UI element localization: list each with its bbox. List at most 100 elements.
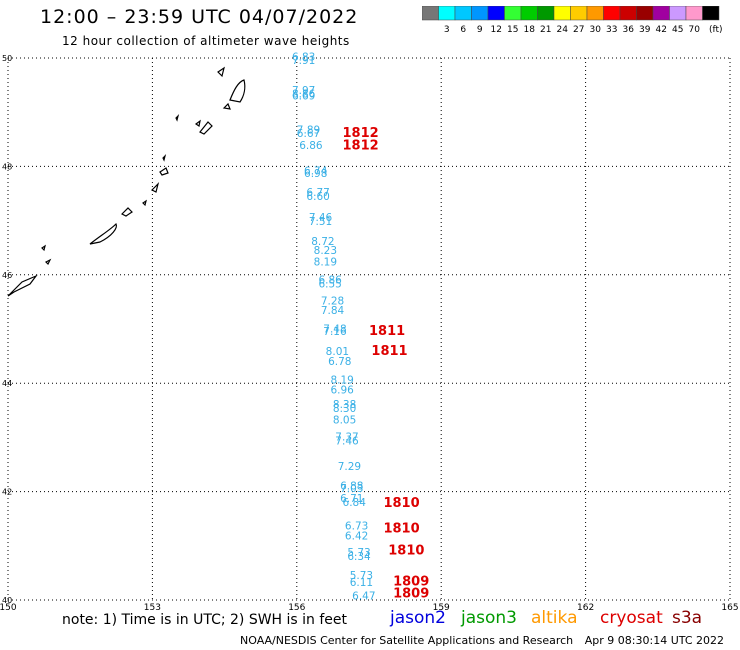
pass-time-label: 1812: [343, 126, 379, 141]
coastline: [7, 66, 246, 297]
wave-height-value: 6.60: [306, 191, 329, 203]
pass-time-label: 1810: [383, 496, 419, 511]
wave-height-value: 8.72: [311, 236, 334, 248]
units-note: note: 1) Time is in UTC; 2) SWH is in fe…: [62, 612, 348, 628]
lon-tick-label: 162: [577, 603, 594, 613]
lat-tick-label: 50: [2, 54, 12, 63]
wave-height-color-legend: 3 6 9 12 15 18 21 24 27 30 33 36 39 42 45 70 (ft): [422, 6, 723, 35]
wave-height-value: 8.01: [326, 346, 349, 358]
wave-height-value: 6.86: [299, 140, 323, 152]
legend-tick-label: 18: [524, 25, 536, 35]
legend-swatch: [702, 6, 720, 21]
wave-height-value: 8.23: [314, 245, 337, 257]
wave-height-value: 5.73: [347, 547, 370, 559]
legend-tick-label: 45: [672, 25, 683, 35]
wave-height-value: 7.46: [309, 212, 333, 224]
wave-height-value: 6.71: [340, 493, 363, 505]
wave-height-value: 8.19: [314, 257, 337, 269]
wave-height-value: 8.30: [333, 403, 356, 415]
wave-height-value: 6.74: [304, 166, 328, 178]
lat-tick-label: 42: [2, 488, 12, 497]
map-title: 12:00 – 23:59 UTC 04/07/2022: [40, 6, 359, 28]
pass-time-label: 1811: [369, 324, 405, 339]
legend-tick-label: 15: [507, 25, 518, 35]
generation-timestamp: Apr 9 08:30:14 UTC 2022: [584, 634, 724, 647]
wave-height-value: 8.86: [292, 89, 316, 101]
wave-height-value: 6.42: [345, 530, 368, 542]
wave-height-value: 6.98: [304, 168, 327, 180]
wave-height-value: 6.73: [345, 521, 368, 533]
legend-tick-label: 39: [639, 25, 651, 35]
wave-height-value: 7.28: [321, 296, 344, 308]
legend-jason3: jason3: [461, 608, 517, 628]
legend-tick-label: 24: [557, 25, 569, 35]
wave-height-value: 6.83: [292, 52, 315, 64]
pass-time-label: 1809: [393, 586, 429, 601]
wave-height-value: 6.78: [328, 356, 351, 368]
wave-height-value: 7.29: [338, 461, 361, 473]
lon-tick-label: 153: [144, 603, 161, 613]
lat-tick-label: 40: [2, 596, 12, 605]
credit-line: NOAA/NESDIS Center for Satellite Applica…: [240, 634, 724, 647]
wave-height-value: 7.46: [335, 435, 359, 447]
lat-tick-label: 48: [2, 162, 12, 171]
wave-height-readings: 6.837.917.978.866.697.896.676.866.746.98…: [292, 52, 376, 603]
legend-tick-label: 30: [590, 25, 602, 35]
lon-tick-label: 156: [288, 603, 305, 613]
legend-cryosat: cryosat: [600, 608, 663, 628]
wave-height-value: 6.67: [297, 128, 320, 140]
legend-tick-label: 33: [606, 25, 617, 35]
legend-tick-label: 42: [656, 25, 667, 35]
wave-height-value: 8.05: [333, 414, 356, 426]
legend-tick-label: 27: [573, 25, 584, 35]
wave-height-value: 6.96: [330, 384, 354, 396]
legend-s3a: s3a: [672, 608, 703, 628]
wave-height-value: 6.77: [306, 187, 329, 199]
wave-height-value: 7.97: [292, 85, 315, 97]
wave-height-value: 7.89: [297, 124, 320, 136]
lat-tick-label: 46: [2, 271, 12, 280]
pass-time-label: 1810: [388, 543, 424, 558]
wave-height-value: 8.38: [333, 399, 356, 411]
pass-time-label: 1809: [393, 574, 429, 589]
lat-lon-grid: [7, 57, 731, 601]
legend-tick-label: 3: [444, 25, 450, 35]
legend-tick-label: 70: [689, 25, 701, 35]
wave-height-value: 6.34: [347, 551, 371, 563]
legend-altika: altika: [531, 608, 578, 628]
wave-height-value: 6.11: [350, 577, 373, 589]
wave-height-value: 8.19: [330, 375, 353, 387]
wave-height-value: 6.84: [343, 497, 367, 509]
wave-height-value: 7.03: [340, 483, 363, 495]
legend-tick-label: 6: [460, 25, 466, 35]
wave-height-value: 6.55: [318, 278, 341, 290]
lon-tick-label: 165: [721, 603, 738, 613]
pass-time-label: 1811: [371, 344, 407, 359]
legend-tick-label: 36: [623, 25, 635, 35]
wave-height-value: 7.51: [309, 216, 332, 228]
wave-height-value: 7.91: [292, 55, 315, 67]
latitude-labels: 50 48 46 44 42 40: [2, 54, 12, 605]
wave-height-value: 6.88: [340, 480, 363, 492]
legend-unit: (ft): [709, 25, 723, 35]
wave-height-value: 7.37: [335, 432, 358, 444]
wave-height-value: 6.47: [352, 590, 375, 602]
wave-height-value: 6.69: [292, 91, 315, 103]
legend-tick-label: 9: [477, 25, 483, 35]
lat-tick-label: 44: [2, 379, 12, 388]
legend-tick-label: 21: [540, 25, 551, 35]
lon-tick-label: 150: [0, 603, 17, 613]
wave-height-value: 6.86: [318, 274, 342, 286]
pass-time-label: 1810: [383, 521, 419, 536]
longitude-labels: 150 153 156 159 162 165: [0, 603, 739, 613]
lon-tick-label: 159: [433, 603, 450, 613]
credit-text: NOAA/NESDIS Center for Satellite Applica…: [240, 634, 574, 647]
wave-height-value: 7.84: [321, 305, 345, 317]
wave-height-value: 7.16: [323, 326, 347, 338]
map-subtitle: 12 hour collection of altimeter wave hei…: [62, 34, 350, 48]
legend-jason2: jason2: [390, 608, 446, 628]
wave-height-value: 7.48: [323, 323, 346, 335]
legend-tick-label: 12: [491, 25, 502, 35]
